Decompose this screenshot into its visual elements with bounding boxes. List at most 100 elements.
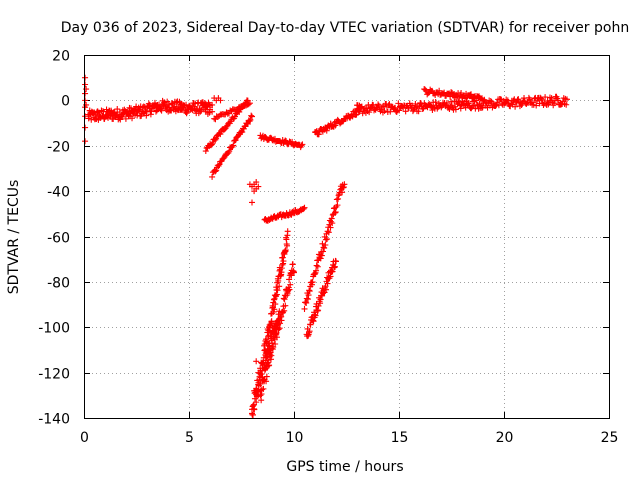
data-point [255,369,262,376]
data-point [298,142,305,149]
x-tick-label: 25 [601,430,619,446]
data-point [263,373,270,380]
y-tick-label: -80 [47,276,70,292]
data-point [310,318,317,325]
data-point [456,95,463,102]
data-point [278,265,285,272]
data-point [319,240,326,247]
data-point [279,254,286,261]
data-point [246,118,253,125]
data-point [275,321,282,328]
data-point [251,387,258,394]
data-point [183,101,190,108]
data-point [274,287,281,294]
data-point [232,137,239,144]
chart-title: Day 036 of 2023, Sidereal Day-to-day VTE… [61,20,629,36]
data-point [263,378,270,385]
data-point [209,173,216,180]
data-point [270,296,277,303]
data-point [313,262,320,269]
data-point [267,347,274,354]
data-point [263,354,270,361]
data-point [249,199,255,206]
data-point [202,148,209,155]
data-point [204,110,211,117]
data-point [402,108,409,115]
data-point [272,340,279,347]
data-point [299,141,306,148]
data-point [272,330,279,337]
data-point [279,261,286,268]
data-point [325,229,332,236]
data-point [301,204,308,211]
data-point [317,255,324,262]
data-point [339,189,346,196]
data-point [340,184,347,191]
data-point [280,258,287,265]
data-point [255,183,262,190]
data-point [264,353,271,360]
data-point [302,299,309,306]
data-point [213,167,220,174]
axis-ticks: 0 5 10 15 20 25 -140 -120 -100 -80 -60 -40 -20 0 20 [38,49,618,447]
data-point [335,195,342,202]
data-point [332,263,339,270]
data-point [395,100,402,107]
data-point [465,100,472,107]
data-point [563,101,570,108]
data-point [268,318,275,325]
data-points [82,74,570,418]
data-point [341,181,348,188]
data-point [322,241,329,248]
data-point [82,90,89,97]
data-point [213,135,220,142]
data-point [323,127,330,134]
plot-frame [84,55,610,419]
data-point [288,272,295,279]
data-point [262,357,269,364]
x-tick-label: 0 [80,430,89,446]
data-point [306,287,313,294]
data-point [328,218,335,225]
data-point [313,267,320,274]
data-point [370,102,377,109]
data-point [260,385,267,392]
data-point [261,365,268,372]
y-tick-label: 20 [52,49,70,65]
data-point [248,112,255,119]
data-point [301,305,308,312]
data-point [320,248,327,255]
data-point [217,97,224,104]
data-point [340,184,347,191]
data-point [447,93,454,100]
data-point [327,273,334,280]
data-point [226,148,233,155]
data-point [119,113,126,120]
data-point [122,115,129,122]
data-point [249,410,255,417]
data-point [303,295,310,302]
x-axis-label: GPS time / hours [286,459,403,475]
data-point [217,131,224,138]
data-point [480,97,486,104]
data-point [381,107,388,114]
data-point [246,100,253,107]
data-point [306,328,313,335]
data-point [306,288,313,295]
data-point [257,380,264,387]
data-point [526,96,533,103]
grid [84,55,609,418]
data-point [230,142,237,149]
data-point [492,102,499,109]
data-point [312,312,319,319]
data-point [284,228,291,235]
data-point [82,113,89,120]
x-tick-label: 20 [496,430,514,446]
data-point [212,136,219,143]
data-point [315,131,322,138]
data-point [366,109,373,116]
data-point [253,393,260,400]
data-point [82,81,89,88]
data-point [276,283,283,290]
data-point [289,261,296,268]
